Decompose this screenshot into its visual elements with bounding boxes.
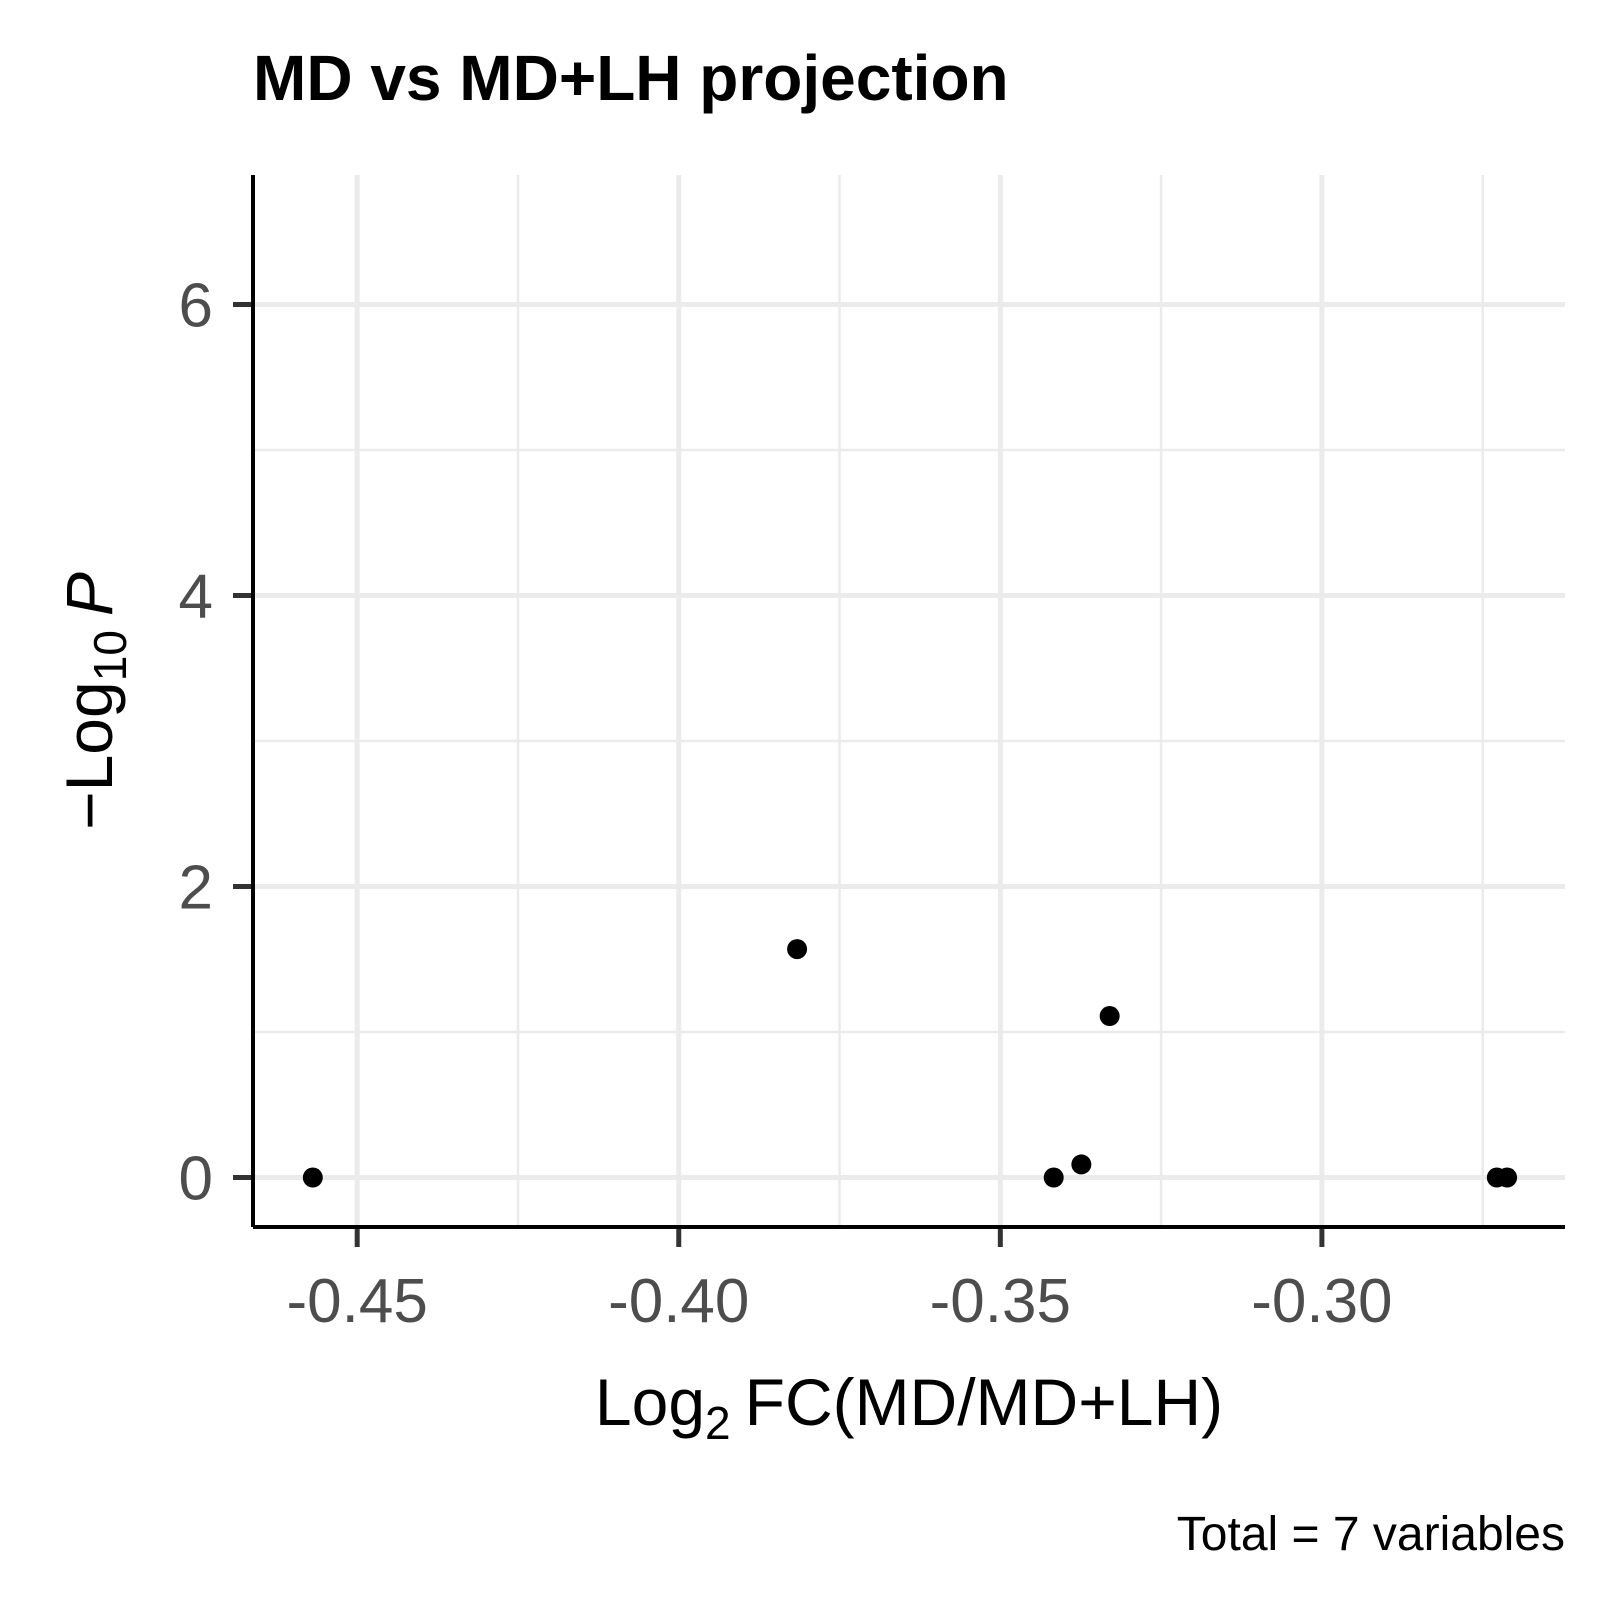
- caption: Total = 7 variables: [1177, 1508, 1565, 1561]
- chart-title: MD vs MD+LH projection: [253, 42, 1009, 114]
- point: [1071, 1154, 1092, 1175]
- x-axis-title-rest: FC(MD/MD+LH): [745, 1365, 1223, 1439]
- point: [1043, 1167, 1064, 1188]
- point: [787, 939, 808, 960]
- x-axis-title-main: Log: [595, 1365, 705, 1439]
- x-tick-label: -0.40: [608, 1267, 749, 1336]
- y-tick-label: 6: [179, 271, 213, 340]
- point: [1497, 1167, 1518, 1188]
- x-axis-title-sub: 2: [705, 1397, 731, 1449]
- x-tick-label: -0.45: [287, 1267, 428, 1336]
- point: [302, 1167, 323, 1188]
- x-axis-title: Log2 FC(MD/MD+LH): [595, 1365, 1223, 1449]
- y-axis-title-main: −Log: [52, 681, 126, 830]
- y-axis-title: −Log10 P: [52, 572, 136, 830]
- x-tick-label: -0.35: [930, 1267, 1071, 1336]
- y-axis-title-var: P: [52, 572, 126, 616]
- y-tick-label: 4: [179, 563, 213, 632]
- x-tick-label: -0.30: [1251, 1267, 1392, 1336]
- y-axis-title-sub: 10: [84, 630, 136, 681]
- y-tick-label: 2: [179, 854, 213, 923]
- point: [1099, 1006, 1120, 1027]
- y-tick-label: 0: [179, 1145, 213, 1214]
